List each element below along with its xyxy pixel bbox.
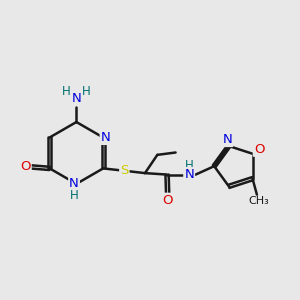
Text: O: O [162,194,173,207]
Text: CH₃: CH₃ [248,196,269,206]
Text: N: N [69,177,79,190]
Text: H: H [70,188,78,202]
Text: N: N [223,133,232,146]
Text: H: H [62,85,70,98]
Text: N: N [71,92,81,105]
Text: O: O [20,160,31,173]
Text: O: O [254,143,264,156]
Text: N: N [184,168,194,181]
Text: S: S [120,164,129,177]
Text: H: H [82,85,91,98]
Text: H: H [185,159,194,172]
Text: N: N [100,131,110,144]
